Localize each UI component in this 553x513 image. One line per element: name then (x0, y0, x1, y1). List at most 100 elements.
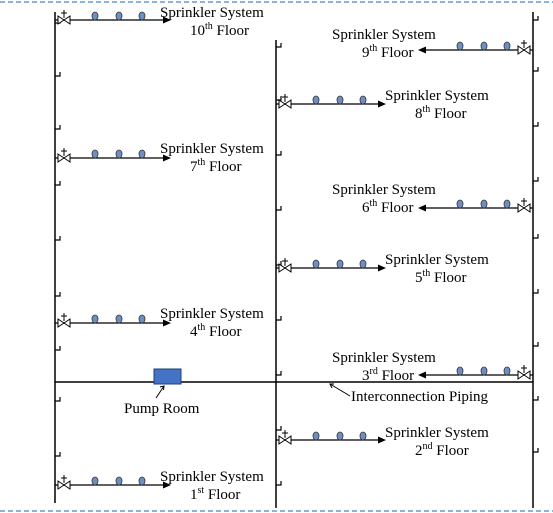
sprinkler-head-icon (503, 366, 511, 376)
sprinkler-head-icon (359, 95, 367, 105)
floor-tick (276, 371, 282, 376)
floor-label: 4th Floor (190, 322, 242, 340)
valve-icon (517, 203, 531, 213)
sprinkler-head-icon (138, 476, 146, 486)
valve-icon (278, 435, 292, 445)
arrow-right-icon (163, 481, 171, 489)
system-label: Sprinkler System (385, 88, 489, 104)
floor-tick (55, 181, 61, 186)
floor-label: 7th Floor (190, 157, 242, 175)
floor-tick (533, 234, 539, 239)
floor-tick (276, 426, 282, 431)
sprinkler-head-icon (138, 314, 146, 324)
floor-tick (55, 292, 61, 297)
floor-tick (533, 396, 539, 401)
sprinkler-head-icon (312, 259, 320, 269)
floor-tick (533, 122, 539, 127)
floor-tick (276, 316, 282, 321)
floor-tick (55, 236, 61, 241)
sprinkler-head-icon (336, 95, 344, 105)
interconnection-leader (329, 383, 351, 397)
floor-label: 9th Floor (362, 43, 414, 61)
floor-label: 3rd Floor (362, 366, 414, 384)
sprinkler-head-icon (138, 11, 146, 21)
pump-room-box (153, 368, 182, 385)
valve-icon (517, 45, 531, 55)
floor-tick (533, 67, 539, 72)
sprinkler-head-icon (312, 95, 320, 105)
sprinkler-head-icon (480, 199, 488, 209)
sprinkler-head-icon (91, 149, 99, 159)
floor-label: 10th Floor (190, 21, 249, 39)
arrow-right-icon (378, 100, 386, 108)
arrow-right-icon (163, 154, 171, 162)
interconnection-label: Interconnection Piping (351, 389, 489, 405)
sprinkler-head-icon (138, 149, 146, 159)
sprinkler-head-icon (91, 476, 99, 486)
system-label: Sprinkler System (160, 469, 264, 485)
valve-icon (278, 99, 292, 109)
sprinkler-head-icon (503, 41, 511, 51)
arrow-right-icon (163, 319, 171, 327)
valve-icon (57, 153, 71, 163)
floor-label: 8th Floor (415, 104, 467, 122)
floor-tick (276, 206, 282, 211)
sprinkler-head-icon (312, 431, 320, 441)
floor-tick (55, 346, 61, 351)
sprinkler-head-icon (336, 259, 344, 269)
arrow-right-icon (378, 436, 386, 444)
floor-tick (276, 96, 282, 101)
system-label: Sprinkler System (385, 425, 489, 441)
floor-tick (276, 151, 282, 156)
sprinkler-head-icon (456, 366, 464, 376)
sprinkler-head-icon (456, 41, 464, 51)
floor-label: 6th Floor (362, 198, 414, 216)
system-label: Sprinkler System (332, 350, 436, 366)
sprinkler-head-icon (115, 476, 123, 486)
valve-icon (278, 263, 292, 273)
sprinkler-head-icon (456, 199, 464, 209)
valve-icon (57, 480, 71, 490)
system-label: Sprinkler System (160, 306, 264, 322)
sprinkler-head-icon (503, 199, 511, 209)
sprinkler-head-icon (480, 41, 488, 51)
floor-tick (533, 289, 539, 294)
valve-icon (57, 318, 71, 328)
system-label: Sprinkler System (332, 182, 436, 198)
arrow-left-icon (418, 371, 426, 379)
system-label: Sprinkler System (160, 141, 264, 157)
system-label: Sprinkler System (160, 5, 264, 21)
floor-label: 2nd Floor (415, 441, 469, 459)
floor-label: 5th Floor (415, 268, 467, 286)
floor-tick (55, 72, 61, 77)
arrow-right-icon (163, 16, 171, 24)
sprinkler-head-icon (115, 314, 123, 324)
sprinkler-head-icon (91, 11, 99, 21)
pump-room-leader (155, 385, 165, 399)
floor-label: 1st Floor (190, 485, 240, 503)
valve-icon (57, 15, 71, 25)
sprinkler-head-icon (359, 259, 367, 269)
valve-icon (517, 370, 531, 380)
floor-tick (55, 397, 61, 402)
sprinkler-head-icon (336, 431, 344, 441)
floor-tick (276, 481, 282, 486)
system-label: Sprinkler System (385, 252, 489, 268)
floor-tick (533, 448, 539, 453)
arrow-left-icon (418, 46, 426, 54)
sprinkler-head-icon (480, 366, 488, 376)
floor-tick (55, 452, 61, 457)
system-label: Sprinkler System (332, 27, 436, 43)
sprinkler-head-icon (359, 431, 367, 441)
